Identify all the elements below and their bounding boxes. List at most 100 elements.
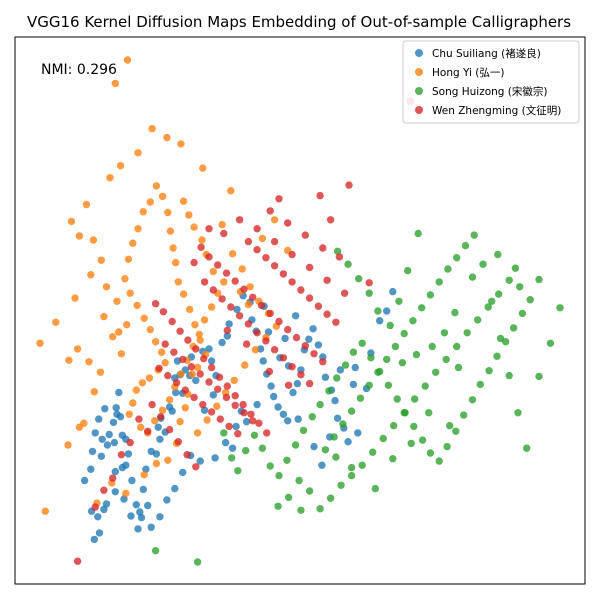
scatter-point (319, 244, 327, 252)
scatter-point (316, 505, 324, 513)
scatter-point (91, 503, 99, 511)
series-1 (36, 56, 292, 515)
scatter-point (218, 295, 226, 303)
scatter-point (172, 388, 180, 397)
scatter-point (193, 363, 202, 372)
scatter-point (274, 403, 282, 411)
scatter-point (289, 388, 297, 397)
scatter-point (495, 290, 503, 298)
scatter-point (155, 364, 163, 372)
scatter-point (468, 273, 477, 281)
scatter-point (309, 325, 317, 333)
scatter-point (253, 329, 261, 337)
scatter-point (358, 461, 366, 469)
scatter-point (142, 465, 150, 473)
scatter-point (390, 421, 398, 430)
legend-marker (415, 49, 423, 57)
scatter-point (87, 271, 95, 279)
scatter-point (244, 320, 253, 328)
scatter-point (205, 253, 213, 261)
scatter-point (461, 241, 470, 250)
scatter-point (484, 303, 492, 311)
scatter-point (281, 334, 289, 343)
scatter-point (400, 409, 408, 417)
scatter-point (291, 312, 300, 320)
scatter-point (314, 302, 323, 310)
scatter-point (292, 333, 301, 342)
scatter-point (314, 341, 323, 349)
scatter-point (253, 400, 261, 409)
scatter-point (94, 513, 102, 521)
scatter-point (158, 406, 167, 414)
scatter-point (242, 340, 251, 348)
scatter-point (165, 396, 174, 404)
scatter-point (249, 293, 257, 301)
scatter-point (297, 506, 305, 514)
scatter-point (64, 441, 72, 449)
scatter-point (476, 380, 484, 389)
scatter-point (432, 368, 440, 376)
scatter-point (222, 269, 231, 277)
scatter-point (123, 321, 131, 329)
scatter-point (186, 305, 194, 314)
scatter-point (275, 195, 283, 203)
scatter-point (230, 376, 238, 385)
scatter-point (188, 370, 196, 378)
scatter-point (291, 441, 300, 449)
scatter-point (244, 300, 253, 309)
scatter-point (120, 495, 128, 503)
scatter-point (284, 381, 293, 389)
scatter-point (172, 258, 180, 267)
scatter-point (136, 508, 144, 516)
scatter-point (192, 463, 200, 471)
scatter-point (426, 449, 435, 457)
scatter-point (305, 263, 314, 272)
scatter-point (228, 444, 237, 452)
scatter-point (117, 350, 126, 358)
scatter-point (274, 502, 282, 510)
scatter-point (440, 329, 449, 337)
scatter-point (169, 244, 177, 252)
scatter-point (425, 409, 433, 417)
scatter-point (301, 231, 309, 239)
scatter-point (234, 430, 242, 438)
scatter-point (158, 192, 167, 201)
scatter-point (451, 308, 459, 317)
scatter-point (443, 442, 451, 451)
scatter-point (323, 310, 331, 318)
scatter-point (228, 454, 236, 462)
scatter-point (176, 417, 184, 426)
scatter-point (112, 404, 120, 412)
scatter-point (129, 239, 137, 247)
scatter-point (36, 339, 44, 347)
scatter-point (200, 278, 209, 286)
scatter-point (356, 394, 365, 402)
scatter-point (266, 462, 274, 470)
scatter-point (386, 321, 394, 330)
scatter-point (205, 225, 213, 233)
series-3 (73, 97, 414, 565)
scatter-point (259, 357, 267, 365)
scatter-point (152, 459, 161, 468)
scatter-point (187, 363, 196, 371)
scatter-point (193, 558, 202, 566)
scatter-point (132, 501, 140, 509)
scatter-point (122, 461, 130, 469)
scatter-point (319, 358, 327, 366)
scatter-point (344, 438, 352, 446)
scatter-point (379, 434, 387, 443)
scatter-point (207, 303, 216, 311)
scatter-point (214, 261, 222, 269)
scatter-point (310, 350, 318, 358)
scatter-point (262, 254, 270, 262)
scatter-point (228, 250, 237, 258)
scatter-point (223, 382, 231, 390)
scatter-point (479, 260, 487, 268)
scatter-point (216, 415, 224, 423)
scatter-point (145, 374, 154, 382)
scatter-point (96, 368, 105, 376)
scatter-point (123, 56, 132, 64)
scatter-point (279, 410, 288, 418)
scatter-point (284, 219, 292, 227)
scatter-point (87, 465, 95, 473)
